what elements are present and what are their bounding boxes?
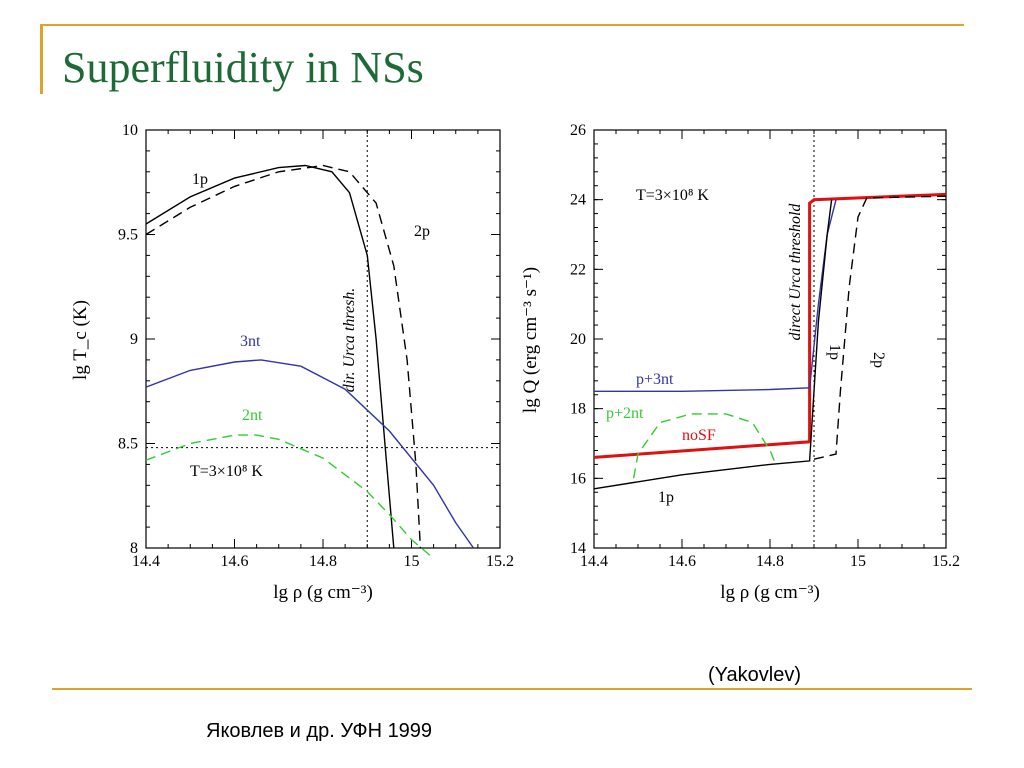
y-tick-label: 9.5 xyxy=(118,227,138,244)
x-tick-label: 14.8 xyxy=(756,553,784,570)
top-rule xyxy=(40,24,964,26)
series-label-3nt: 3nt xyxy=(240,333,261,350)
y-tick-label: 14 xyxy=(570,540,586,557)
chart-2: 14.4 14.6 14.8 15 15.2 14 16 18 20 22 24 26 lg ρ (g … xyxy=(520,122,960,603)
series-line-1p xyxy=(145,164,395,549)
x-tick-label: 15.2 xyxy=(486,553,514,570)
y-tick-label: 22 xyxy=(570,261,586,278)
x-axis-label: lg ρ (g cm⁻³) xyxy=(720,582,820,603)
slide-title: Superfluidity in NSs xyxy=(62,43,424,92)
series-label-1p: 1p xyxy=(658,489,674,506)
series-label-1p: 1p xyxy=(192,171,208,188)
series-line-1p xyxy=(593,199,833,490)
reference-text: Яковлев и др. УФН 1999 xyxy=(206,720,433,742)
x-axis-label: lg ρ (g cm⁻³) xyxy=(273,582,373,603)
x-tick-label: 15.2 xyxy=(932,553,960,570)
temperature-label: T=3×10⁸ K xyxy=(636,187,709,204)
y-axis-label: lg Q (erg cm⁻³ s⁻¹) xyxy=(520,267,541,413)
y-tick-label: 24 xyxy=(570,192,586,209)
series-label-2p: 2p xyxy=(414,223,430,240)
x-tick-label: 14.4 xyxy=(580,553,608,570)
x-tick-label: 14.4 xyxy=(132,553,160,570)
series-line-3nt xyxy=(145,359,475,549)
x-tick-label: 15 xyxy=(850,553,866,570)
threshold-label: dir. Urca thresh. xyxy=(341,288,358,393)
x-tick-label: 14.8 xyxy=(309,553,337,570)
y-tick-label: 8.5 xyxy=(118,436,138,453)
bottom-rule xyxy=(52,688,972,690)
y-tick-label: 18 xyxy=(570,401,586,418)
y-tick-label: 16 xyxy=(570,470,586,487)
y-tick-label: 9 xyxy=(130,331,138,348)
temperature-label: T=3×10⁸ K xyxy=(190,463,263,480)
series-line-2p xyxy=(813,195,947,460)
y-tick-label: 10 xyxy=(122,122,138,139)
left-rule xyxy=(40,24,43,94)
x-tick-label: 14.6 xyxy=(221,553,249,570)
x-tick-label: 15 xyxy=(404,553,420,570)
y-tick-label: 20 xyxy=(570,331,586,348)
series-label-2p: 2p xyxy=(870,352,887,368)
series-line-2p xyxy=(145,164,422,549)
series-label-1p-vertical: 1p xyxy=(826,344,843,360)
threshold-label: direct Urca threshold xyxy=(787,203,804,341)
series-label-2nt: 2nt xyxy=(242,407,263,424)
credit-text: (Yakovlev) xyxy=(708,664,801,686)
series-line-noSF xyxy=(593,192,947,459)
series-label-p+2nt: p+2nt xyxy=(606,405,644,422)
chart-1: 14.4 14.6 14.8 15 15.2 8 8.5 9 9.5 10 lg ρ (g cm⁻³… xyxy=(70,122,514,603)
x-tick-label: 14.6 xyxy=(668,553,696,570)
series-line-2nt xyxy=(145,434,435,559)
y-tick-label: 26 xyxy=(570,122,586,139)
y-axis-label: lg T_c (K) xyxy=(70,300,91,380)
series-label-p+3nt: p+3nt xyxy=(636,371,674,388)
y-tick-label: 8 xyxy=(130,540,138,557)
series-line-p+2nt xyxy=(632,413,776,479)
series-label-noSF: noSF xyxy=(682,427,716,444)
